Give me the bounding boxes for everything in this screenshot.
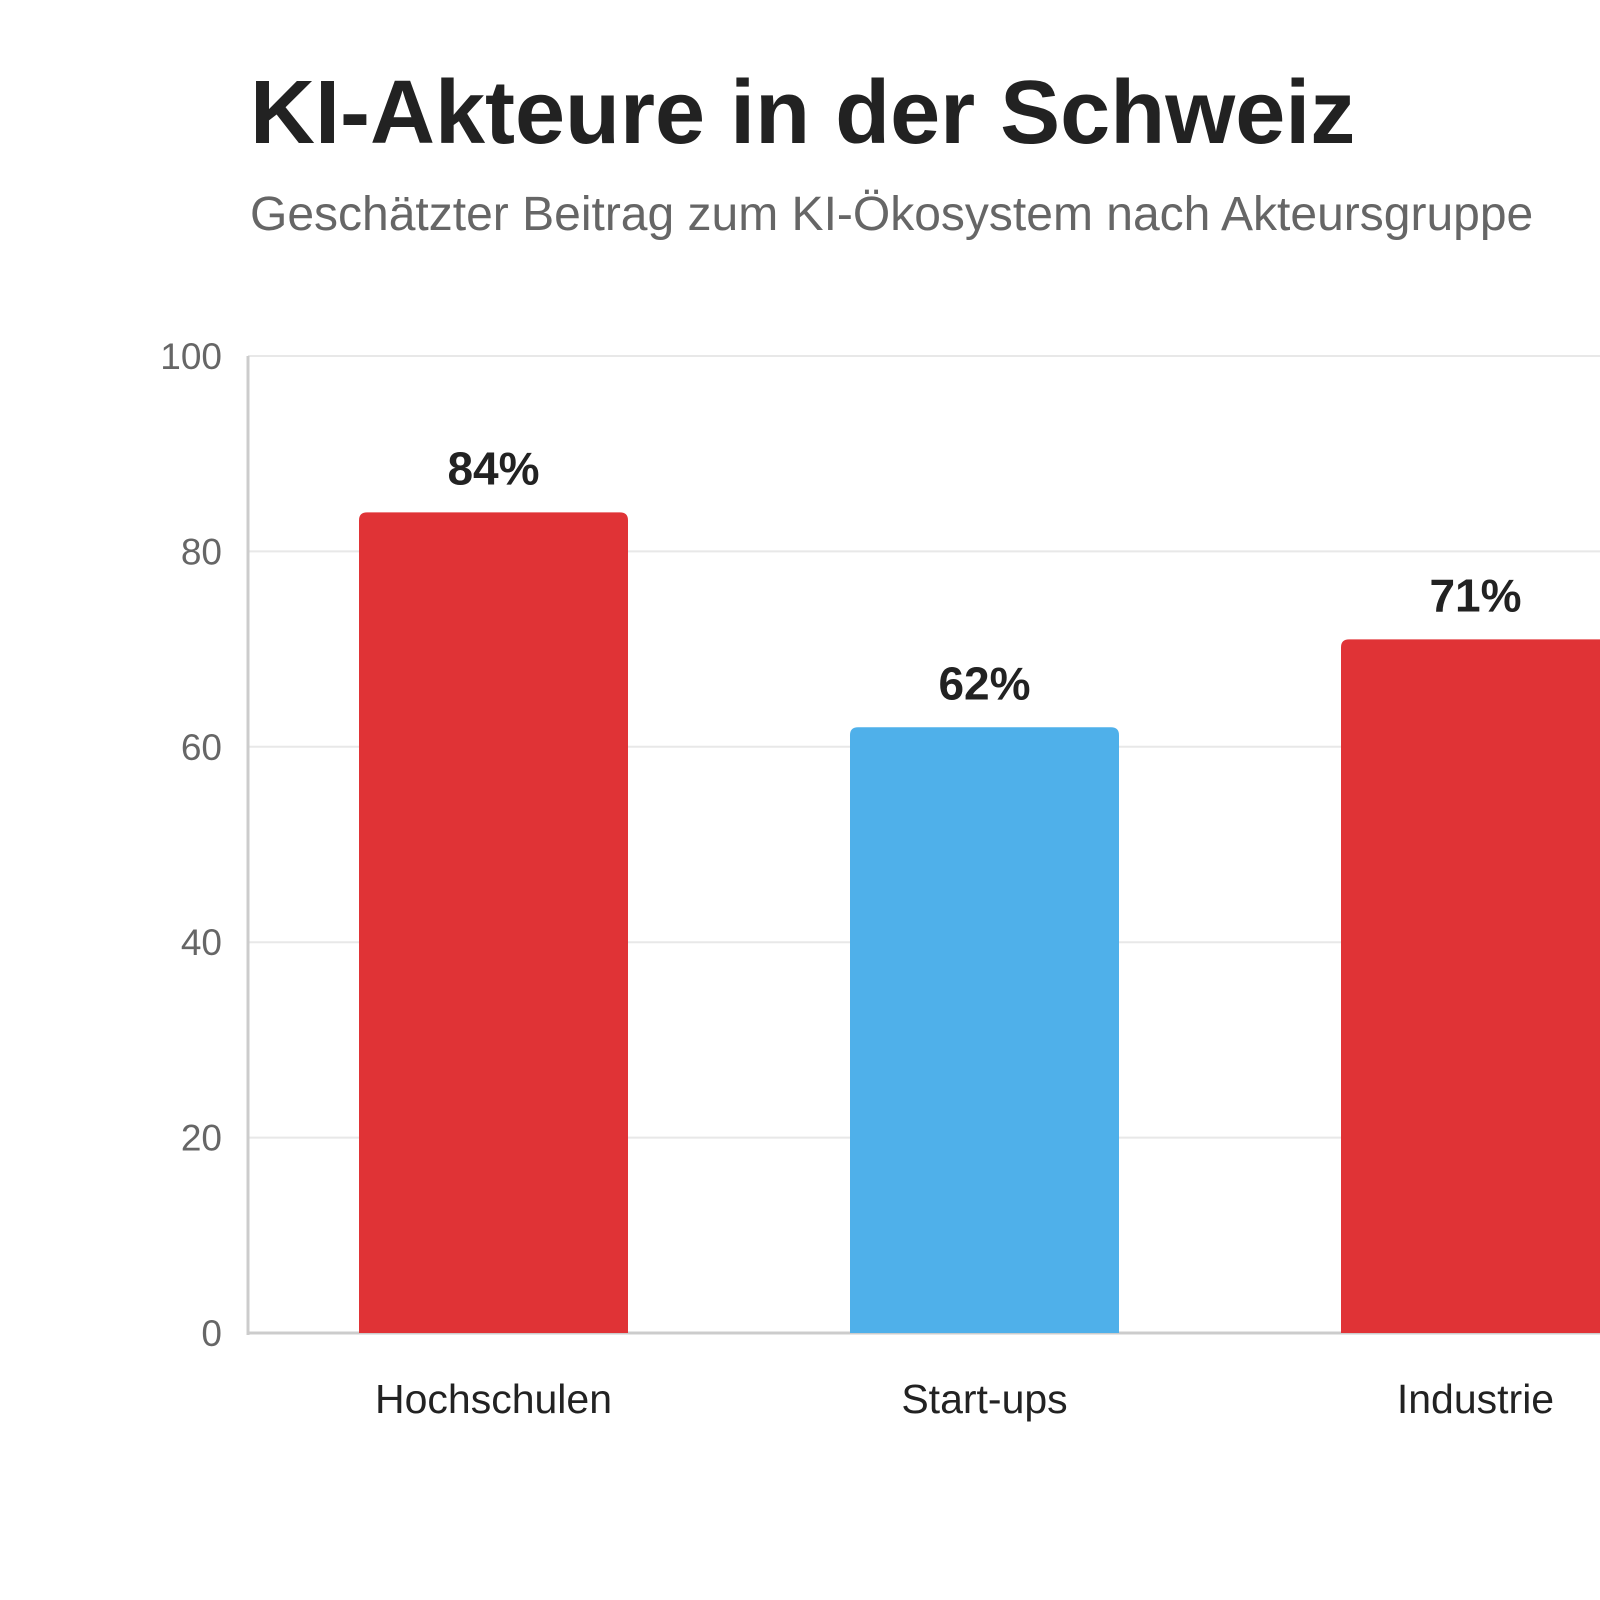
y-tick-label: 0 (201, 1313, 222, 1354)
value-label: 62% (938, 657, 1030, 709)
y-tick-label: 40 (181, 922, 222, 963)
x-tick-label: Hochschulen (375, 1376, 612, 1422)
y-tick-label: 80 (181, 531, 222, 572)
chart-title: KI-Akteure in der Schweiz (250, 63, 1355, 163)
x-tick-label: Start-ups (901, 1376, 1067, 1422)
y-tick-label: 60 (181, 727, 222, 768)
x-tick-label: Industrie (1397, 1376, 1554, 1422)
y-tick-label: 20 (181, 1118, 222, 1159)
value-label: 84% (447, 442, 539, 494)
chart-subtitle: Geschätzter Beitrag zum KI-Ökosystem nac… (250, 188, 1533, 241)
bar (850, 727, 1119, 1333)
value-label: 71% (1429, 569, 1521, 621)
y-tick-label: 100 (160, 336, 222, 377)
bar (359, 512, 628, 1333)
bar (1341, 639, 1600, 1333)
